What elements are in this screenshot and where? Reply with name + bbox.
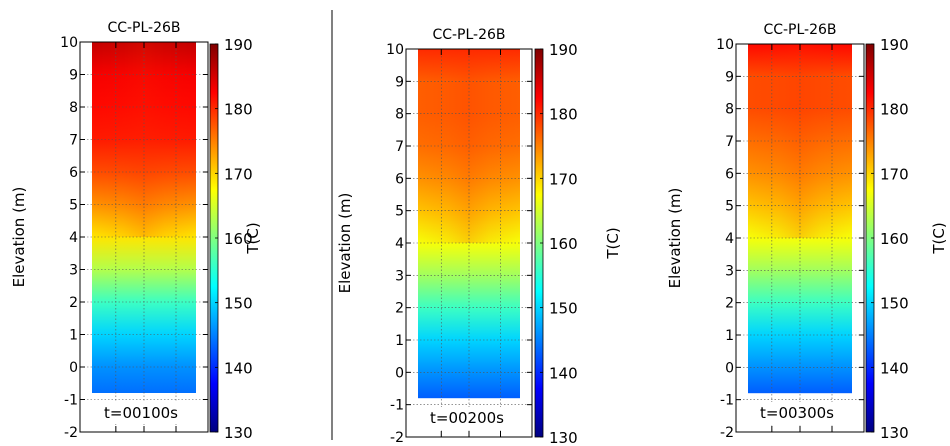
colorbar-tick-label: 130 [224,424,253,442]
y-tick-label: 4 [395,236,404,252]
colorbar-tick-label: 190 [224,36,253,54]
time-label-box [416,407,518,429]
colorbar-label: T(C) [930,222,948,254]
time-label-box [90,402,192,424]
y-tick-label: -2 [720,425,734,441]
colorbar-tick-label: 150 [880,295,909,313]
colorbar-tick-label: 160 [880,230,909,248]
colorbar-tick-label: 160 [549,235,578,253]
y-tick-label: 8 [395,107,404,123]
y-tick-label: -2 [390,430,404,446]
y-tick-label: 7 [69,133,78,149]
y-tick-label: 0 [725,360,734,376]
colorbar-tick-label: 140 [224,359,253,377]
y-axis-label: Elevation (m) [666,188,684,289]
y-tick-label: 7 [725,134,734,150]
y-tick-label: 0 [69,360,78,376]
chart-title: CC-PL-26B [763,22,836,38]
colorbar-tick-label: 130 [880,424,909,442]
colorbar-tick-label: 180 [224,101,253,119]
colorbar-label: T(C) [244,222,262,254]
y-tick-label: 5 [725,199,734,215]
y-tick-label: 10 [716,37,734,53]
y-tick-label: 1 [395,333,404,349]
y-tick-label: 2 [725,296,734,312]
y-tick-label: 2 [395,301,404,317]
y-tick-label: 10 [386,42,404,58]
colorbar-tick-label: 130 [549,429,578,446]
y-tick-label: 0 [395,365,404,381]
y-tick-label: 5 [69,198,78,214]
colorbar-tick-label: 190 [880,36,909,54]
colorbar-tick-label: 140 [549,364,578,382]
time-label: t=00200s [430,409,504,427]
y-tick-label: 6 [725,166,734,182]
colorbar-tick-label: 170 [549,170,578,188]
y-tick-label: 9 [69,68,78,84]
y-tick-label: -1 [390,398,404,414]
y-tick-label: 4 [725,231,734,247]
colorbar-tick-label: 150 [224,295,253,313]
colorbar-tick-label: 140 [880,359,909,377]
y-tick-label: 3 [395,268,404,284]
y-tick-label: 3 [69,263,78,279]
colorbar-tick-label: 180 [880,101,909,119]
y-tick-label: -1 [720,393,734,409]
time-label-box [746,402,848,424]
y-tick-label: 1 [725,328,734,344]
y-tick-label: 8 [725,102,734,118]
colorbar-tick-label: 190 [549,41,578,59]
chart-title: CC-PL-26B [432,27,505,43]
y-axis-label: Elevation (m) [10,187,28,288]
y-tick-label: 8 [69,100,78,116]
y-tick-label: 2 [69,295,78,311]
y-tick-label: 4 [69,230,78,246]
colorbar-tick-label: 160 [224,230,253,248]
time-label: t=00100s [104,404,178,422]
y-tick-label: 9 [395,74,404,90]
y-tick-label: 1 [69,328,78,344]
colorbar-tick-label: 180 [549,106,578,124]
colorbar-tick-label: 170 [880,165,909,183]
chart-title: CC-PL-26B [107,20,180,36]
y-tick-label: 3 [725,263,734,279]
y-tick-label: -1 [64,393,78,409]
y-tick-label: -2 [64,425,78,441]
y-tick-label: 9 [725,69,734,85]
y-tick-label: 7 [395,139,404,155]
colorbar-label: T(C) [604,227,622,259]
y-tick-label: 10 [60,35,78,51]
time-label: t=00300s [760,404,834,422]
colorbar-tick-label: 170 [224,165,253,183]
y-axis-label: Elevation (m) [336,193,354,294]
y-tick-label: 6 [69,165,78,181]
colorbar-tick-label: 150 [549,300,578,318]
y-tick-label: 5 [395,204,404,220]
y-tick-label: 6 [395,171,404,187]
